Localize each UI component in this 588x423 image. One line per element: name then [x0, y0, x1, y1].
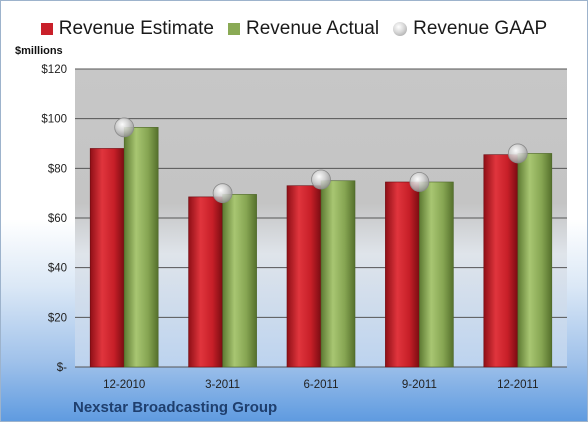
bar-revenue-estimate	[286, 185, 322, 368]
company-caption: Nexstar Broadcasting Group	[73, 399, 278, 416]
bar-revenue-actual	[320, 180, 356, 368]
y-axis-unit-label: $millions	[15, 45, 63, 57]
bar-revenue-estimate	[483, 154, 519, 368]
legend-label-gaap: Revenue GAAP	[413, 18, 548, 39]
y-tick-label: $-	[57, 362, 67, 374]
bar-revenue-actual	[517, 153, 553, 368]
x-tick-label: 6-2011	[304, 379, 339, 391]
bar-revenue-estimate	[188, 196, 223, 368]
bar-revenue-estimate	[385, 181, 420, 368]
bar-revenue-actual	[419, 181, 454, 368]
marker-revenue-gaap	[114, 117, 135, 138]
legend-swatch-actual	[228, 23, 240, 35]
y-tick-label: $40	[48, 263, 67, 275]
marker-revenue-gaap	[212, 183, 233, 204]
marker-revenue-gaap	[409, 172, 430, 192]
x-tick-label: 12-2010	[103, 379, 145, 391]
legend-label-estimate: Revenue Estimate	[58, 18, 214, 39]
legend-swatch-estimate	[40, 23, 53, 35]
legend-label-actual: Revenue Actual	[246, 18, 380, 39]
bar-revenue-actual	[222, 194, 257, 368]
marker-revenue-gaap	[507, 143, 528, 164]
marker-revenue-gaap	[311, 169, 331, 190]
legend: Revenue Estimate Revenue Actual Revenue …	[1, 15, 587, 43]
legend-item-actual: Revenue Actual	[228, 15, 379, 43]
y-tick-label: $100	[41, 114, 67, 126]
x-tick-label: 9-2011	[402, 379, 437, 391]
legend-item-estimate: Revenue Estimate	[40, 15, 214, 43]
legend-marker-gaap	[393, 22, 408, 36]
y-tick-label: $120	[41, 64, 67, 76]
y-tick-label: $60	[48, 213, 67, 225]
bar-revenue-actual	[123, 127, 159, 368]
bar-revenue-estimate	[89, 148, 125, 368]
legend-item-gaap: Revenue GAAP	[393, 15, 547, 43]
y-tick-label: $20	[48, 312, 67, 324]
x-tick-label: 12-2011	[497, 379, 538, 391]
x-tick-label: 3-2011	[205, 379, 240, 391]
y-tick-label: $80	[48, 163, 67, 175]
